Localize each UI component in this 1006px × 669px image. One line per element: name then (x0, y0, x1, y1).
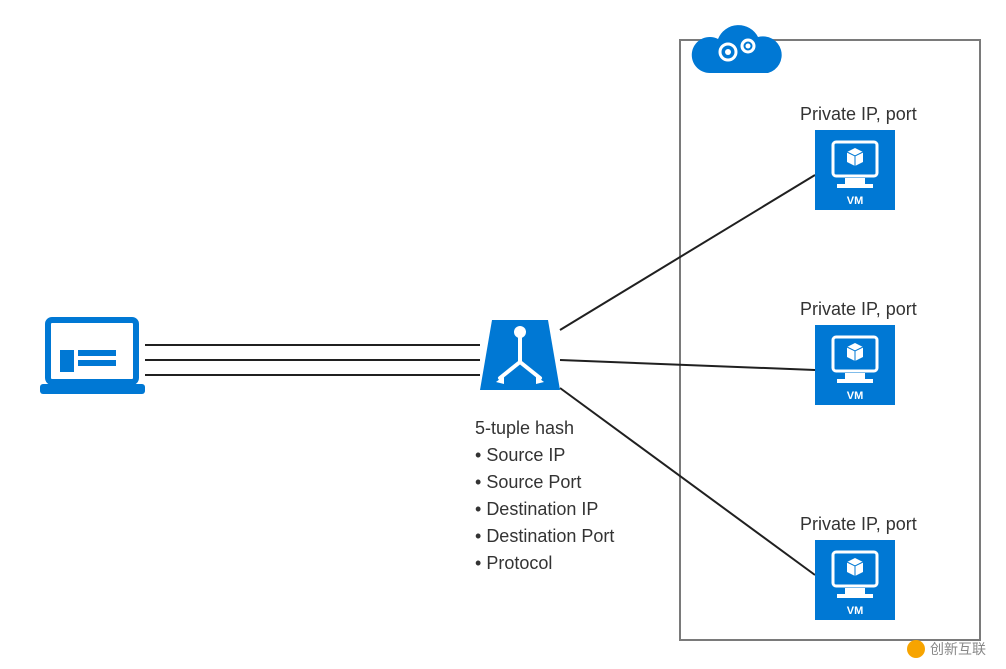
svg-text:VM: VM (847, 195, 864, 207)
vm-label-1: Private IP, port (800, 104, 917, 125)
client-lines (145, 345, 480, 375)
laptop-icon (40, 320, 145, 394)
hash-item-3: Destination IP (475, 496, 614, 523)
diagram-canvas: VM VM VM Priva (0, 0, 1006, 669)
watermark-icon (907, 640, 925, 658)
vm-label-2: Private IP, port (800, 299, 917, 320)
svg-text:VM: VM (847, 605, 864, 617)
hash-item-4: Destination Port (475, 523, 614, 550)
vm-tile-3: VM (815, 540, 895, 620)
watermark: 创新互联 (907, 639, 986, 659)
hash-item-5: Protocol (475, 550, 614, 577)
watermark-text: 创新互联 (930, 639, 986, 659)
cloud-icon (692, 25, 782, 73)
vm-tile-1: VM (815, 130, 895, 210)
load-balancer-icon (480, 320, 560, 390)
vm-label-3: Private IP, port (800, 514, 917, 535)
svg-text:VM: VM (847, 390, 864, 402)
hash-item-1: Source IP (475, 442, 614, 469)
hash-list: 5-tuple hash Source IP Source Port Desti… (475, 415, 614, 577)
vm-tile-2: VM (815, 325, 895, 405)
hash-item-2: Source Port (475, 469, 614, 496)
hash-title: 5-tuple hash (475, 415, 614, 442)
